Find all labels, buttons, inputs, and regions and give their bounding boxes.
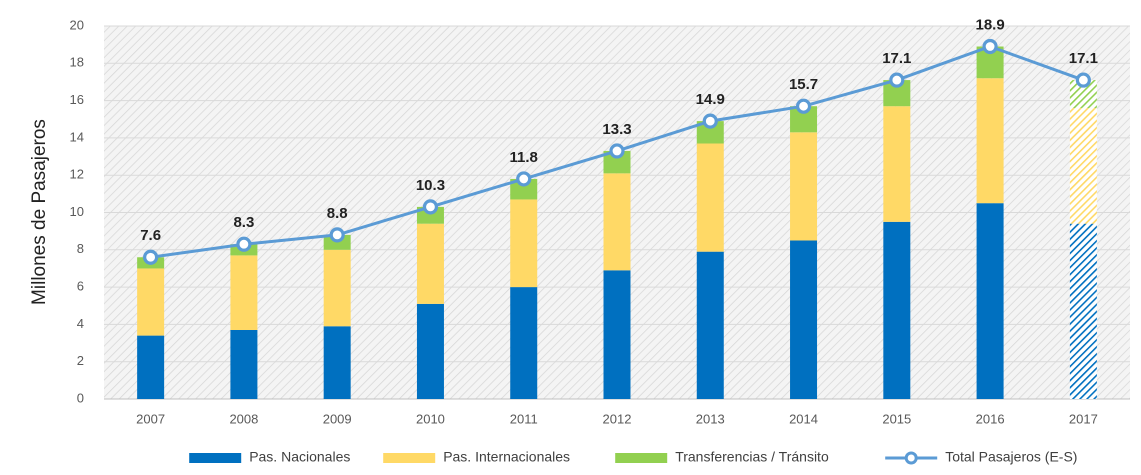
x-tick-label: 2011 [510, 411, 538, 426]
y-tick-label: 6 [77, 279, 84, 294]
data-label: 17.1 [882, 50, 911, 67]
legend-marker [904, 451, 918, 465]
bar [696, 143, 724, 252]
bar [137, 335, 165, 399]
bar [230, 255, 258, 330]
bar [510, 199, 538, 288]
y-tick-label: 20 [70, 17, 84, 32]
x-tick-label: 2009 [323, 411, 352, 426]
x-tick-label: 2015 [882, 411, 911, 426]
bar [323, 326, 351, 399]
data-label: 17.1 [1069, 50, 1098, 67]
bar [976, 78, 1004, 204]
bar [883, 106, 911, 222]
total-point [143, 249, 159, 265]
bar [790, 240, 818, 399]
bar [416, 206, 444, 224]
bar [1069, 223, 1097, 399]
bar [416, 223, 444, 304]
x-tick-label: 2012 [603, 411, 632, 426]
data-label: 14.9 [696, 91, 725, 108]
y-tick-label: 16 [70, 92, 84, 107]
total-point [889, 72, 905, 88]
bar [603, 173, 631, 271]
y-tick-label: 14 [70, 129, 84, 144]
total-point [329, 227, 345, 243]
x-tick-label: 2016 [976, 411, 1005, 426]
bar [603, 270, 631, 399]
data-label: 11.8 [510, 149, 538, 166]
y-tick-label: 8 [77, 241, 84, 256]
bar [976, 203, 1004, 399]
x-tick-label: 2010 [416, 411, 445, 426]
y-tick-label: 0 [77, 390, 84, 405]
bar [1069, 108, 1097, 224]
y-tick-label: 12 [70, 167, 84, 182]
legend-swatch [615, 453, 668, 463]
y-tick-label: 2 [77, 353, 84, 368]
y-tick-label: 4 [77, 316, 84, 331]
legend-swatch [383, 453, 436, 463]
x-tick-label: 2007 [136, 411, 165, 426]
bar [230, 329, 258, 399]
total-point [422, 199, 439, 215]
data-label: 8.8 [327, 205, 348, 222]
bar [603, 150, 631, 174]
bar [790, 132, 818, 241]
legend-label: Total Pasajeros (E-S) [945, 449, 1077, 465]
total-point [982, 38, 998, 55]
total-point [609, 143, 625, 159]
x-tick-label: 2013 [696, 411, 725, 426]
data-label: 10.3 [416, 177, 445, 194]
legend-label: Pas. Nacionales [249, 449, 350, 465]
legend-label: Pas. Internacionales [443, 449, 570, 465]
bar [323, 249, 351, 327]
total-point [1075, 72, 1091, 88]
bar [510, 287, 538, 399]
x-tick-label: 2017 [1069, 411, 1098, 426]
data-label: 8.3 [233, 214, 254, 231]
total-point [702, 113, 718, 129]
x-tick-label: 2008 [229, 411, 258, 426]
legend-label: Transferencias / Tránsito [675, 449, 829, 465]
x-tick-label: 2014 [789, 411, 818, 426]
total-point [795, 98, 812, 114]
data-label: 18.9 [975, 16, 1004, 33]
bar [510, 178, 538, 200]
y-axis-title: Millones de Pasajeros [29, 119, 50, 305]
legend-swatch [189, 453, 242, 463]
data-label: 15.7 [789, 76, 818, 93]
bar [416, 303, 444, 399]
total-point [236, 236, 252, 252]
bar [696, 121, 724, 144]
y-tick-label: 10 [70, 204, 84, 219]
bar [883, 221, 911, 399]
bar [137, 268, 165, 336]
data-label: 13.3 [602, 121, 631, 138]
y-tick-label: 18 [70, 55, 84, 70]
total-point [516, 171, 532, 187]
bar [696, 251, 724, 399]
data-label: 7.6 [140, 227, 161, 244]
